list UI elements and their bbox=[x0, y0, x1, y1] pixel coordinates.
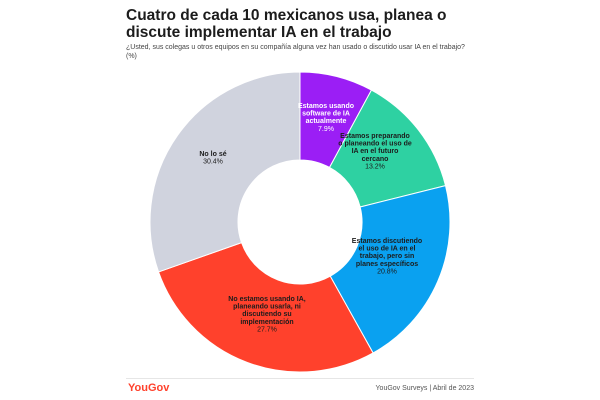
slice-label-text-3: Estamos discutiendo el uso de IA en el tra… bbox=[352, 238, 422, 268]
slice-value-1: 7.9% bbox=[318, 126, 334, 133]
chart-title: Cuatro de cada 10 mexicanos usa, planea … bbox=[126, 7, 447, 41]
slice-label-text-4: No estamos usando IA, planeando usarla, n… bbox=[228, 296, 305, 326]
slice-value-4: 27.7% bbox=[257, 326, 277, 333]
slice-label-2: Estamos preparando o planeando el uso de I… bbox=[338, 133, 412, 170]
slice-3 bbox=[329, 185, 451, 354]
slice-4 bbox=[157, 241, 374, 373]
slice-label-text-5: No lo sé bbox=[199, 151, 226, 158]
slice-label-4: No estamos usando IA, planeando usarla, n… bbox=[228, 296, 305, 333]
source-note: YouGov Surveys | Abril de 2023 bbox=[375, 385, 474, 392]
footer-divider bbox=[126, 378, 474, 379]
slice-value-3: 20.8% bbox=[377, 268, 397, 275]
slice-5 bbox=[149, 71, 301, 273]
slice-value-2: 13.2% bbox=[365, 163, 385, 170]
chart-subtitle: ¿Usted, sus colegas u otros equipos en s… bbox=[126, 44, 465, 60]
slice-label-1: Estamos usando software de IA actualmente7… bbox=[298, 103, 354, 133]
yougov-logo: YouGov bbox=[128, 382, 170, 394]
slice-label-3: Estamos discutiendo el uso de IA en el tra… bbox=[352, 238, 422, 275]
slice-value-5: 30.4% bbox=[203, 159, 223, 166]
slice-label-text-1: Estamos usando software de IA actualmente bbox=[298, 103, 354, 125]
slice-2 bbox=[328, 89, 447, 208]
slice-label-text-2: Estamos preparando o planeando el uso de I… bbox=[338, 133, 412, 163]
